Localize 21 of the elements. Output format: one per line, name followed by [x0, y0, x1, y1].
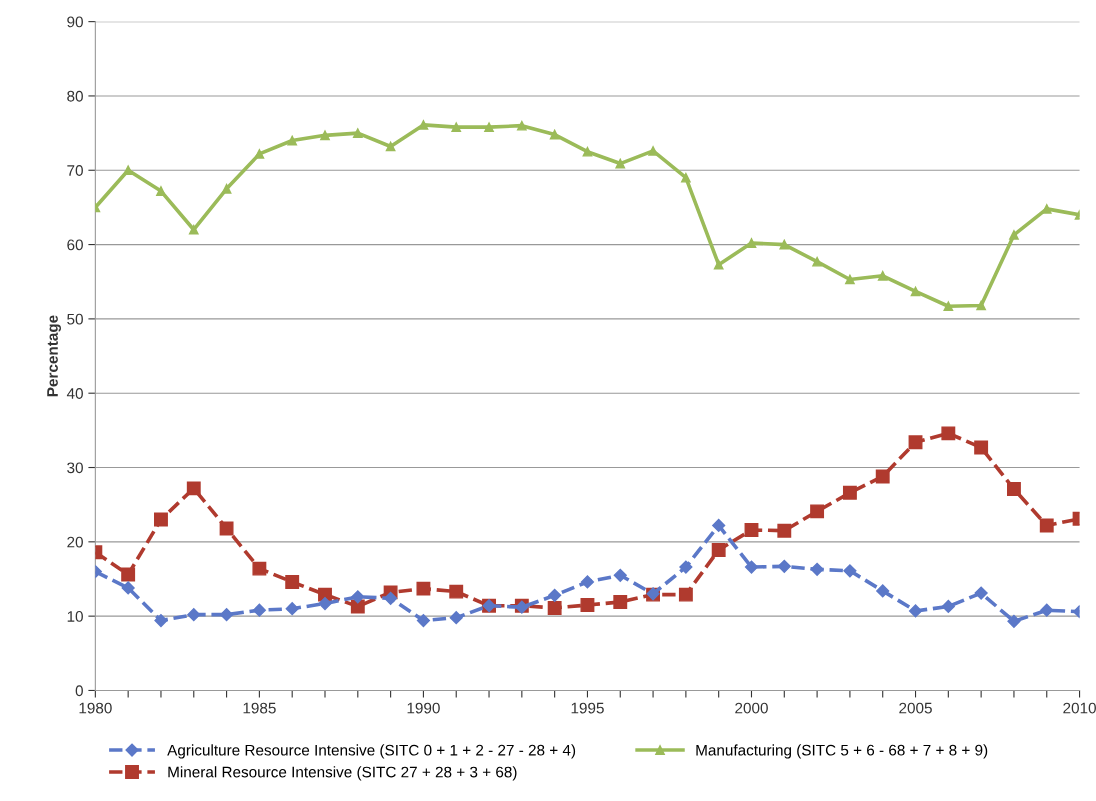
- x-tick-label: 1980: [79, 702, 112, 714]
- y-tick-label: 30: [67, 462, 83, 474]
- y-tick-label: 60: [67, 239, 83, 251]
- y-tick-label: 0: [75, 685, 83, 697]
- y-tick-label: 40: [66, 388, 83, 399]
- x-tick-label: 1985: [243, 702, 276, 714]
- legend-label: Mineral Resource Intensive (SITC 27 + 28 + 3 + 68): [168, 766, 517, 781]
- legend-label: Agriculture Resource Intensive (SITC 0 + 1 + 2 - 27 - 28 + 4): [167, 744, 576, 759]
- x-tick-label: 2010: [1063, 702, 1096, 714]
- y-tick-label: 70: [67, 165, 83, 176]
- y-tick-label: 10: [67, 611, 83, 622]
- y-tick-label: 20: [67, 536, 83, 548]
- x-tick-label: 1990: [407, 702, 440, 714]
- x-tick-label: 2000: [735, 702, 768, 714]
- legend-label: Manufacturing (SITC 5 + 6 - 68 + 7 + 8 + 9): [696, 744, 988, 759]
- y-tick-label: 80: [67, 90, 83, 102]
- x-tick-label: 2005: [899, 702, 932, 714]
- y-tick-label: 50: [67, 313, 83, 325]
- x-tick-label: 1995: [571, 702, 604, 714]
- y-tick-label: 90: [67, 16, 83, 28]
- y-axis-title: Percentage: [47, 315, 61, 397]
